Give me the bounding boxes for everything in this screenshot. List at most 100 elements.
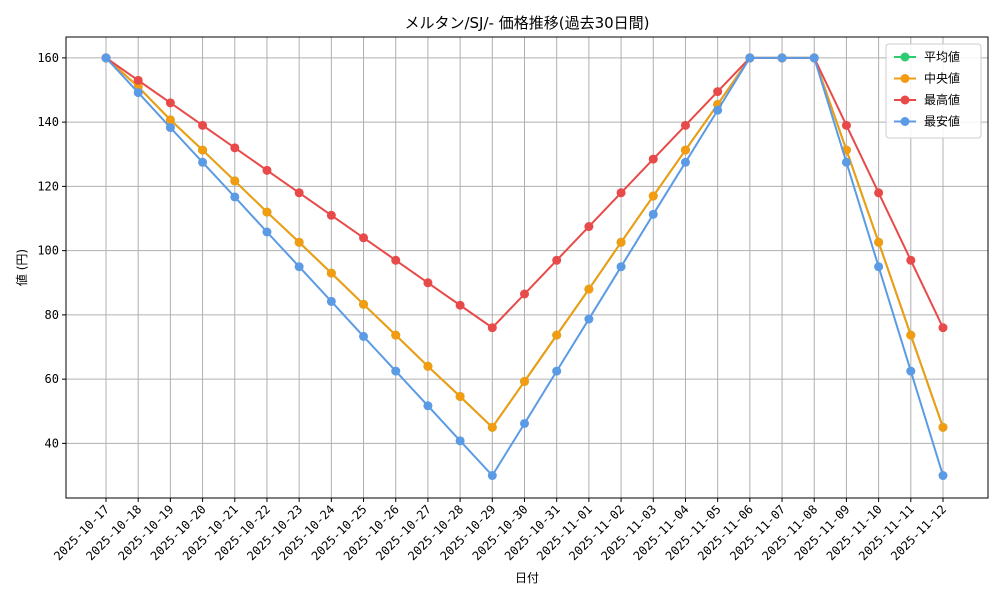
- y-tick-label: 40: [45, 436, 59, 450]
- y-tick-label: 140: [37, 115, 59, 129]
- y-axis-ticks: 40 60 80 100 120 140 160: [37, 51, 66, 450]
- data-point: [584, 314, 594, 324]
- data-point: [841, 157, 851, 167]
- data-point: [841, 120, 851, 130]
- data-point: [938, 323, 948, 333]
- data-point: [938, 422, 948, 432]
- data-point: [133, 75, 143, 85]
- legend-marker: [900, 52, 910, 62]
- data-point: [133, 88, 143, 98]
- data-point: [262, 227, 272, 237]
- data-point: [616, 262, 626, 272]
- data-point: [326, 210, 336, 220]
- data-point: [487, 471, 497, 481]
- data-point: [359, 299, 369, 309]
- legend-label: 最安値: [924, 114, 960, 129]
- data-point: [777, 53, 787, 63]
- data-point: [648, 154, 658, 164]
- data-point: [423, 401, 433, 411]
- data-point: [680, 145, 690, 155]
- data-point: [584, 222, 594, 232]
- legend-label: 最高値: [924, 92, 960, 107]
- data-point: [874, 188, 884, 198]
- data-point: [294, 262, 304, 272]
- x-axis-ticks: 2025-10-172025-10-182025-10-192025-10-20…: [51, 498, 949, 563]
- data-point: [198, 157, 208, 167]
- data-point: [487, 323, 497, 333]
- data-point: [520, 289, 529, 299]
- data-point: [230, 143, 240, 153]
- data-point: [391, 255, 401, 265]
- data-point: [294, 237, 304, 247]
- data-point: [391, 366, 401, 376]
- data-point: [520, 376, 529, 386]
- legend-entry: 平均値: [894, 49, 960, 64]
- data-point: [552, 330, 562, 340]
- legend-entry: 最安値: [894, 114, 960, 129]
- data-point: [520, 418, 529, 428]
- legend-entry: 最高値: [894, 92, 960, 107]
- data-point: [359, 331, 369, 341]
- data-point: [423, 361, 433, 371]
- data-point: [455, 436, 465, 446]
- data-point: [552, 366, 562, 376]
- chart-title: メルタン/SJ/- 価格推移(過去30日間): [404, 14, 649, 32]
- data-point: [455, 391, 465, 401]
- data-point: [391, 330, 401, 340]
- y-tick-label: 80: [45, 308, 59, 322]
- legend-marker: [900, 117, 910, 126]
- data-point: [455, 300, 465, 310]
- data-point: [101, 53, 111, 63]
- data-point: [423, 278, 433, 288]
- data-point: [680, 120, 690, 130]
- data-point: [616, 188, 626, 198]
- data-point: [230, 176, 240, 186]
- y-tick-label: 60: [45, 372, 59, 386]
- data-point: [648, 191, 658, 201]
- data-point: [713, 105, 723, 115]
- data-point: [262, 207, 272, 217]
- legend-marker: [900, 95, 910, 105]
- legend-entry: 中央値: [894, 71, 960, 86]
- grid-lines: [66, 37, 988, 498]
- data-point: [552, 255, 562, 265]
- data-point: [230, 192, 240, 202]
- data-point: [874, 262, 884, 272]
- legend-box: [885, 43, 982, 139]
- data-point: [906, 330, 916, 340]
- data-point: [294, 188, 304, 198]
- legend-marker: [900, 74, 910, 83]
- y-tick-label: 160: [37, 51, 59, 65]
- data-point: [938, 471, 948, 481]
- data-point: [198, 120, 208, 130]
- legend-label: 平均値: [924, 49, 960, 64]
- data-point: [326, 268, 336, 278]
- data-point: [680, 157, 690, 167]
- plot-frame: [65, 36, 989, 499]
- series-3: [101, 53, 948, 481]
- x-axis-label: 日付: [515, 571, 539, 585]
- data-point: [165, 123, 175, 133]
- y-tick-label: 120: [37, 179, 59, 193]
- data-point: [198, 145, 208, 155]
- data-point: [648, 209, 658, 219]
- data-point: [616, 237, 626, 247]
- data-point: [809, 53, 819, 63]
- y-axis-label: 値 (円): [14, 249, 29, 286]
- data-point: [713, 87, 723, 97]
- data-point: [584, 284, 594, 294]
- data-point: [165, 115, 175, 125]
- data-point: [326, 296, 336, 306]
- data-point: [165, 98, 175, 108]
- data-point: [874, 237, 884, 247]
- legend-label: 中央値: [924, 71, 960, 86]
- data-point: [906, 255, 916, 265]
- data-point: [745, 53, 755, 63]
- y-tick-label: 100: [37, 244, 59, 258]
- data-point: [906, 366, 916, 376]
- data-point: [262, 165, 272, 175]
- series-layer: [101, 53, 948, 481]
